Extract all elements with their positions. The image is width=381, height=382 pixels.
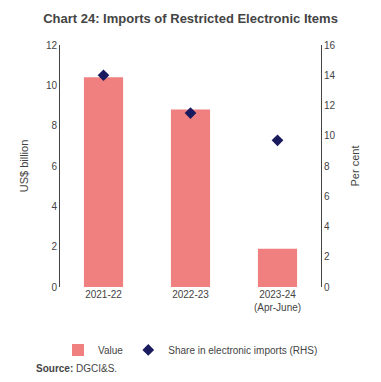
svg-text:10: 10 (46, 80, 58, 91)
svg-text:14: 14 (324, 70, 336, 81)
svg-text:2: 2 (324, 251, 330, 262)
svg-text:12: 12 (324, 100, 336, 111)
svg-text:Chart 24: Imports of Restricte: Chart 24: Imports of Restricted Electron… (43, 11, 338, 26)
svg-text:4: 4 (324, 221, 330, 232)
svg-text:16: 16 (324, 40, 336, 51)
svg-text:Per cent: Per cent (349, 146, 361, 187)
svg-text:8: 8 (324, 161, 330, 172)
svg-text:0: 0 (51, 282, 57, 293)
svg-text:0: 0 (324, 282, 330, 293)
svg-text:2022-23: 2022-23 (172, 289, 209, 300)
svg-text:Value: Value (98, 345, 123, 356)
svg-text:2021-22: 2021-22 (85, 289, 122, 300)
svg-text:4: 4 (51, 201, 57, 212)
svg-text:10: 10 (324, 130, 336, 141)
svg-text:2023-24(Apr-June): 2023-24(Apr-June) (254, 289, 301, 313)
svg-text:8: 8 (51, 120, 57, 131)
svg-text:12: 12 (46, 40, 58, 51)
svg-text:2: 2 (51, 241, 57, 252)
svg-text:Source: DGCI&S.: Source: DGCI&S. (36, 363, 117, 374)
svg-text:6: 6 (51, 161, 57, 172)
svg-text:US$ billion: US$ billion (18, 140, 30, 193)
svg-text:6: 6 (324, 191, 330, 202)
svg-text:Share in electronic imports (R: Share in electronic imports (RHS) (168, 345, 317, 356)
